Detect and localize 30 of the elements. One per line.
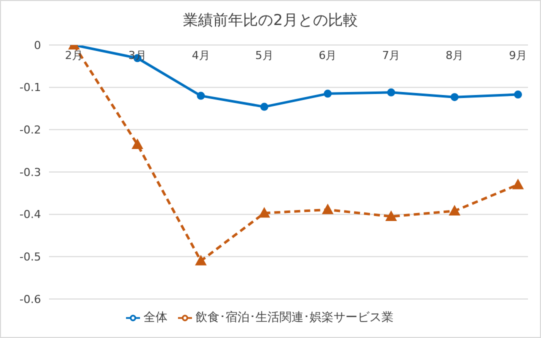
point <box>196 92 205 100</box>
point <box>512 179 524 190</box>
legend-label: 飲食･宿泊･生活関連･娯楽サービス業 <box>196 310 394 324</box>
point <box>387 88 396 96</box>
point <box>449 205 460 216</box>
point <box>324 90 332 98</box>
x-tick-label: 5月 <box>255 49 274 62</box>
x-tick-label: 2月 <box>65 49 83 62</box>
point <box>514 90 522 99</box>
x-tick-label: 6月 <box>318 49 337 62</box>
x-tick-label: 8月 <box>446 49 464 62</box>
y-tick-label: -0.2 <box>20 124 41 137</box>
y-tick-label: -0.5 <box>20 250 41 264</box>
point <box>260 102 268 111</box>
point <box>322 204 334 214</box>
point <box>132 138 143 149</box>
y-tick-label: -0.1 <box>20 81 41 94</box>
point <box>195 255 206 266</box>
y-tick-label: -0.3 <box>20 166 41 179</box>
x-tick-label: 7月 <box>382 49 400 62</box>
x-tick-label: 4月 <box>192 49 210 62</box>
legend-label: 全体 <box>144 310 168 324</box>
chart-title: 業績前年比の2月との比較 <box>182 11 359 30</box>
point <box>258 208 270 218</box>
y-tick-label: -0.6 <box>20 292 41 306</box>
point <box>386 210 397 221</box>
point <box>450 93 459 102</box>
x-tick-label: 9月 <box>509 49 527 62</box>
y-tick-label: 0 <box>34 38 41 52</box>
y-tick-label: -0.4 <box>20 208 41 222</box>
